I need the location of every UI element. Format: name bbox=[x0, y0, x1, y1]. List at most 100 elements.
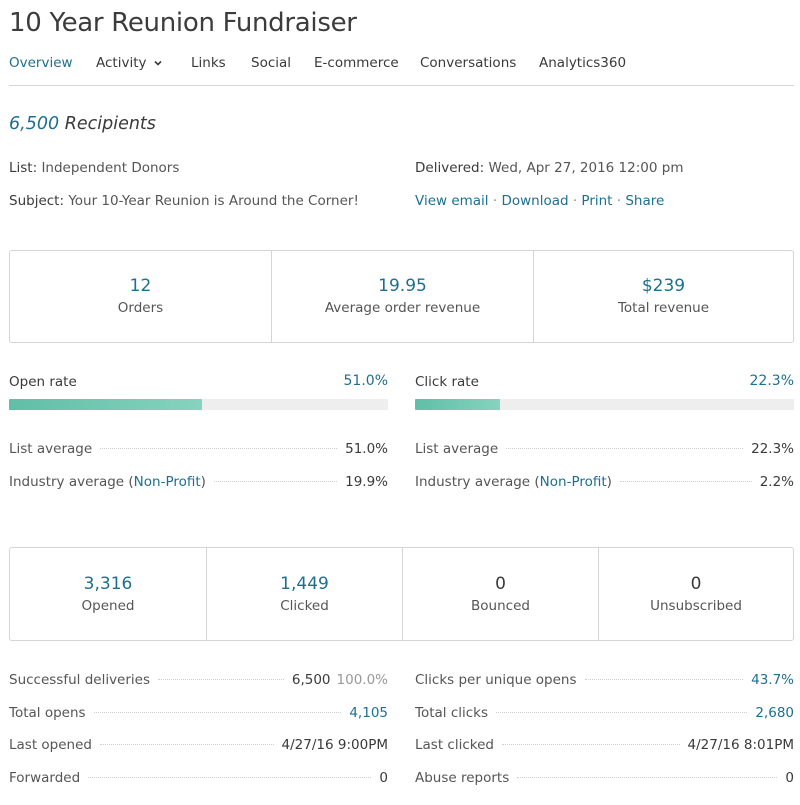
leader-dots bbox=[158, 679, 284, 680]
total-opens-row: Total opens 4,105 bbox=[9, 705, 388, 725]
open-rate-label: Open rate bbox=[9, 374, 77, 390]
open-industry-average-value: 19.9% bbox=[345, 474, 388, 490]
open-list-average-value: 51.0% bbox=[345, 441, 388, 457]
last-clicked-label: Last clicked bbox=[415, 737, 494, 753]
click-rate-bar bbox=[415, 399, 794, 410]
successful-deliveries-row: Successful deliveries 6,500 100.0% bbox=[9, 672, 388, 692]
industry-suffix: ) bbox=[200, 474, 206, 490]
engagement-summary: 3,316 Opened 1,449 Clicked 0 Bounced 0 U… bbox=[9, 547, 794, 641]
bounced-stat: 0 Bounced bbox=[402, 548, 598, 640]
avg-order-revenue-value: 19.95 bbox=[378, 276, 427, 296]
open-rate-value: 51.0% bbox=[343, 373, 388, 389]
open-industry-average-label: Industry average (Non-Profit) bbox=[9, 474, 206, 490]
total-revenue-value: $239 bbox=[641, 276, 686, 296]
open-list-average-label: List average bbox=[9, 441, 93, 457]
open-rate-bar-fill bbox=[9, 399, 203, 410]
last-opened-label: Last opened bbox=[9, 737, 92, 753]
leader-dots bbox=[99, 744, 274, 745]
subject-value: Your 10-Year Reunion is Around the Corne… bbox=[68, 193, 359, 209]
click-list-average-label: List average bbox=[415, 441, 499, 457]
tab-ecommerce[interactable]: E-commerce bbox=[314, 55, 399, 71]
clicks-per-unique-opens-link[interactable]: 43.7% bbox=[751, 672, 794, 688]
leader-dots bbox=[501, 744, 680, 745]
forwarded-value: 0 bbox=[379, 770, 388, 786]
click-rate-bar-fill bbox=[415, 399, 500, 410]
leader-dots bbox=[517, 777, 778, 778]
avg-order-revenue-stat: 19.95 Average order revenue bbox=[271, 251, 533, 342]
action-separator: · bbox=[488, 193, 502, 209]
abuse-reports-value: 0 bbox=[785, 770, 794, 786]
leader-dots bbox=[619, 481, 752, 482]
tab-social[interactable]: Social bbox=[251, 55, 292, 71]
click-rate-value: 22.3% bbox=[749, 373, 794, 389]
chevron-down-icon bbox=[153, 60, 162, 66]
unsubscribed-label: Unsubscribed bbox=[650, 598, 742, 614]
orders-value: 12 bbox=[129, 276, 152, 296]
recipients-count: 6,500 bbox=[9, 114, 60, 134]
leader-dots bbox=[496, 712, 748, 713]
industry-non-profit-link[interactable]: Non-Profit bbox=[539, 474, 607, 490]
opened-label: Opened bbox=[81, 598, 135, 614]
leader-dots bbox=[93, 712, 342, 713]
download-link[interactable]: Download bbox=[501, 193, 569, 209]
industry-non-profit-link[interactable]: Non-Profit bbox=[133, 474, 201, 490]
page-title: 10 Year Reunion Fundraiser bbox=[9, 8, 357, 38]
leader-dots bbox=[100, 448, 338, 449]
leader-dots bbox=[506, 448, 744, 449]
list-value: Independent Donors bbox=[41, 160, 180, 176]
forwarded-label: Forwarded bbox=[9, 770, 81, 786]
clicks-per-unique-opens-row: Clicks per unique opens 43.7% bbox=[415, 672, 794, 692]
click-rate-label: Click rate bbox=[415, 374, 479, 390]
industry-prefix: Industry average ( bbox=[9, 474, 134, 490]
industry-suffix: ) bbox=[606, 474, 612, 490]
abuse-reports-label: Abuse reports bbox=[415, 770, 510, 786]
open-list-average: List average 51.0% bbox=[9, 441, 388, 461]
tab-conversations[interactable]: Conversations bbox=[420, 55, 517, 71]
tab-activity[interactable]: Activity bbox=[96, 55, 163, 71]
share-link[interactable]: Share bbox=[625, 193, 665, 209]
subject-info: Subject: Your 10-Year Reunion is Around … bbox=[9, 193, 359, 209]
total-opens-link[interactable]: 4,105 bbox=[349, 705, 388, 721]
clicked-value: 1,449 bbox=[280, 574, 329, 594]
total-revenue-stat: $239 Total revenue bbox=[533, 251, 793, 342]
total-clicks-row: Total clicks 2,680 bbox=[415, 705, 794, 725]
click-list-average-value: 22.3% bbox=[751, 441, 794, 457]
total-revenue-label: Total revenue bbox=[617, 300, 710, 316]
successful-deliveries-value: 6,500 bbox=[291, 672, 331, 688]
click-industry-average: Industry average (Non-Profit) 2.2% bbox=[415, 474, 794, 494]
report-tabs: Overview Activity Links Social E-commerc… bbox=[9, 55, 794, 86]
opened-stat[interactable]: 3,316 Opened bbox=[10, 548, 206, 640]
unsubscribed-stat: 0 Unsubscribed bbox=[598, 548, 793, 640]
avg-order-revenue-label: Average order revenue bbox=[324, 300, 481, 316]
bounced-label: Bounced bbox=[471, 598, 530, 614]
tab-links[interactable]: Links bbox=[191, 55, 226, 71]
clicks-per-unique-opens-label: Clicks per unique opens bbox=[415, 672, 577, 688]
delivered-info: Delivered: Wed, Apr 27, 2016 12:00 pm bbox=[415, 160, 683, 176]
open-rate-bar bbox=[9, 399, 388, 410]
tab-analytics360[interactable]: Analytics360 bbox=[539, 55, 627, 71]
clicked-stat[interactable]: 1,449 Clicked bbox=[206, 548, 402, 640]
click-industry-average-label: Industry average (Non-Profit) bbox=[415, 474, 612, 490]
recipients-heading: 6,500 Recipients bbox=[9, 114, 156, 134]
subject-key: Subject: bbox=[9, 193, 65, 209]
click-list-average: List average 22.3% bbox=[415, 441, 794, 461]
orders-stat: 12 Orders bbox=[10, 251, 271, 342]
bounced-value: 0 bbox=[495, 574, 506, 594]
list-info: List: Independent Donors bbox=[9, 160, 179, 176]
print-link[interactable]: Print bbox=[581, 193, 613, 209]
list-key: List: bbox=[9, 160, 38, 176]
delivered-value: Wed, Apr 27, 2016 12:00 pm bbox=[488, 160, 684, 176]
successful-deliveries-percent: 100.0% bbox=[336, 672, 388, 688]
total-opens-label: Total opens bbox=[9, 705, 86, 721]
view-email-link[interactable]: View email bbox=[415, 193, 489, 209]
forwarded-row: Forwarded 0 bbox=[9, 770, 388, 790]
tab-overview[interactable]: Overview bbox=[9, 55, 73, 71]
leader-dots bbox=[88, 777, 372, 778]
tab-activity-label: Activity bbox=[96, 55, 147, 71]
abuse-reports-row: Abuse reports 0 bbox=[415, 770, 794, 790]
opened-value: 3,316 bbox=[83, 574, 133, 594]
ecommerce-summary: 12 Orders 19.95 Average order revenue $2… bbox=[9, 250, 794, 343]
total-clicks-link[interactable]: 2,680 bbox=[755, 705, 794, 721]
click-industry-average-value: 2.2% bbox=[759, 474, 794, 490]
leader-dots bbox=[584, 679, 744, 680]
